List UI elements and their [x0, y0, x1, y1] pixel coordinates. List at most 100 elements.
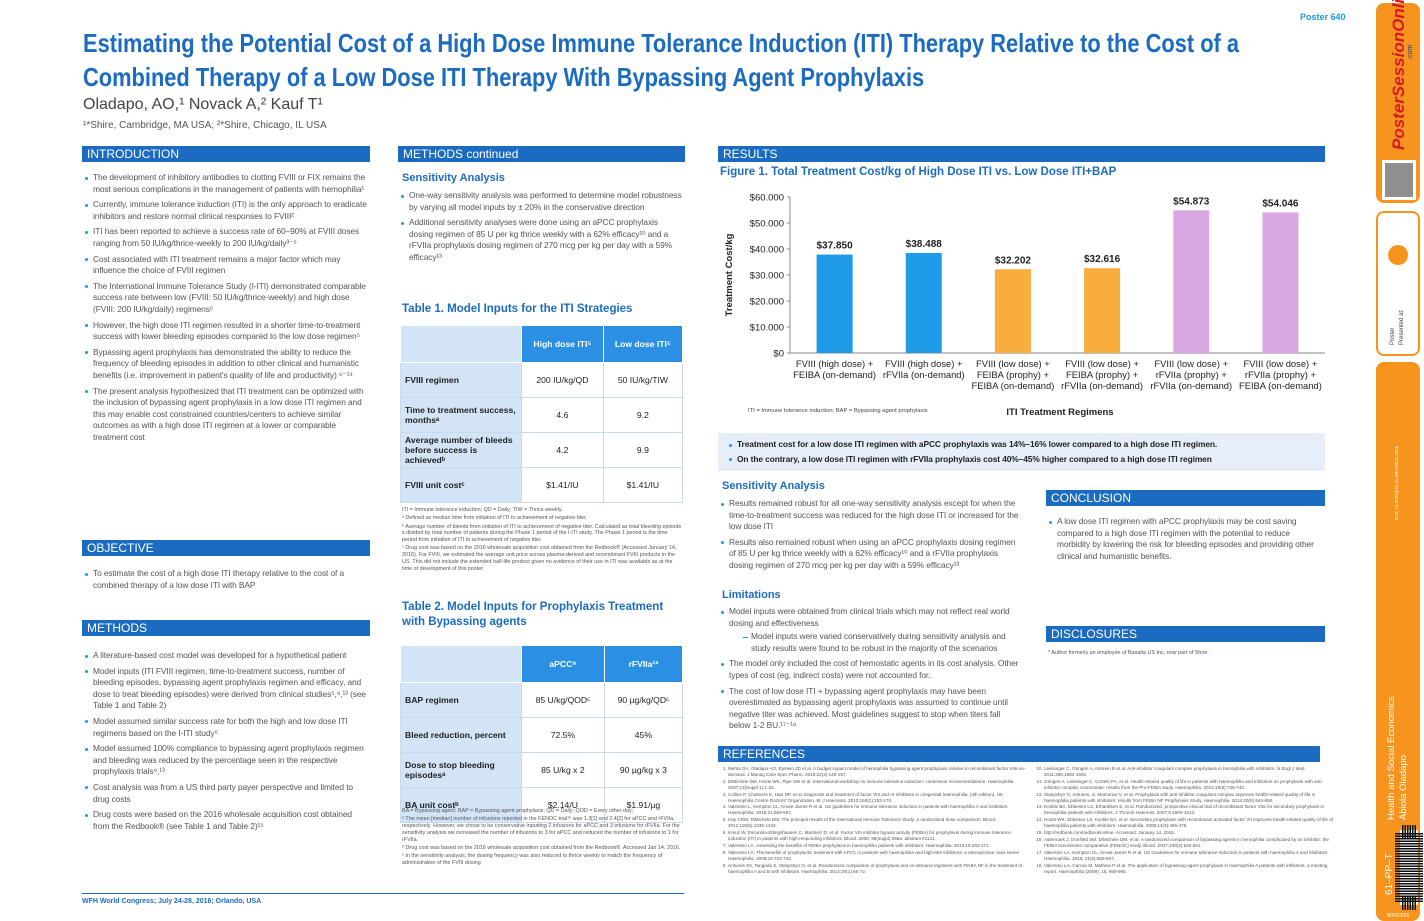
value-label: $54.046 — [1262, 198, 1299, 209]
table-row: Dose to stop bleeding episodesᵃ 85 U/kg x… — [400, 752, 684, 788]
bullet: Cost associated with ITI treatment remai… — [84, 254, 368, 277]
row-label: FVIII regimen — [400, 362, 522, 398]
presented-at: Presented at: — [1399, 309, 1405, 345]
bar — [905, 252, 942, 353]
doi: DOI: 10.3252/pso.eu.WFH2016.2016 — [1394, 445, 1399, 520]
key-findings: Treatment cost for a low dose ITI regime… — [718, 433, 1325, 471]
bullet: Additional sensitivity analyses were don… — [400, 217, 683, 263]
bullet: However, the high dose ITI regimen resul… — [84, 320, 368, 343]
bar — [994, 269, 1031, 353]
section-header: INTRODUCTION — [82, 146, 370, 162]
row-label: BA unit costᵇ — [400, 787, 522, 823]
conclusion-list: A low dose ITI regimen with aPCC prophyl… — [1048, 516, 1323, 566]
poster-number: Poster 640 — [1300, 12, 1346, 22]
bar — [1262, 212, 1299, 353]
objective-list: To estimate the cost of a high dose ITI … — [84, 568, 368, 595]
row-label: BAP regimen — [400, 682, 522, 718]
reference: Kreuz W, Escuriola-Ettingshausen C, Mart… — [728, 830, 1028, 842]
value-label: $54.873 — [1173, 196, 1210, 207]
column-header: rFVIIa¹³ — [603, 645, 684, 683]
table-cell: $1.41/IU — [521, 467, 604, 503]
bullet: The development of inhibitory antibodies… — [84, 172, 368, 195]
note-line: ᶜ In the sensitivity analysis, the dosin… — [402, 853, 663, 867]
corner-cell — [400, 645, 522, 683]
table-row: BAP regimen 85 U/kg/QODᶜ 90 µg/kg/QDᶜ — [400, 682, 684, 718]
key-list: Treatment cost for a low dose ITI regime… — [728, 439, 1315, 465]
value-label: $38.488 — [906, 239, 943, 250]
reference: Valentino LA, Carcao M, Mathew P et al. … — [1044, 863, 1334, 875]
sub-list: Model inputs were varied conservatively … — [729, 631, 1020, 654]
section-header: METHODS — [82, 620, 370, 636]
section-header: METHODS continued — [398, 146, 685, 162]
subheading: Limitations — [722, 589, 781, 601]
bullet: Cost analysis was from a US third party … — [84, 782, 368, 805]
logo-box — [1376, 3, 1420, 203]
section-header: OBJECTIVE — [82, 540, 370, 556]
value-label: $32.616 — [1084, 254, 1121, 265]
poster-code: 61–PP–T — [1384, 853, 1395, 895]
reference: Astermark J, Donfield SM, DiMichele DM, … — [1044, 837, 1334, 849]
presenter: Abiola Oladapo — [1398, 755, 1409, 820]
authors: Oladapo, AO,¹ Novack A,² Kauf T¹ — [83, 96, 323, 113]
table-cell: 9.2 — [602, 397, 684, 433]
value-label: $37.850 — [817, 241, 854, 252]
row-label: Dose to stop bleeding episodesᵃ — [400, 752, 522, 788]
event-logo — [1388, 245, 1408, 265]
bullet: Results remained robust for all one-way … — [720, 498, 1020, 533]
note-line: ᵇ Average number of bleeds from initiati… — [402, 523, 682, 544]
chart-container: Treatment Cost/kg ITI Treatment Regimens… — [718, 185, 1325, 425]
event-code: WFH2016 — [1387, 913, 1410, 919]
table-cell: 85 U/kg/QODᶜ — [521, 682, 605, 718]
references-left: Mehta DA, Oladapo AO, Epstein JD et al. … — [718, 766, 1028, 875]
bar — [1173, 210, 1210, 353]
y-tick-label: $40.000 — [750, 245, 784, 256]
header-row: aPCC⁹ rFVIIa¹³ — [400, 645, 684, 683]
table-row: FVIII unit costᶜ $1.41/IU $1.41/IU — [400, 467, 684, 503]
table-cell: 4.6 — [521, 397, 604, 433]
sensitivity-list: Results remained robust for all one-way … — [720, 498, 1020, 576]
table-notes: ITI = Immune tolerance induction; QD = D… — [402, 507, 682, 574]
disclosure-text: * Author formerly an employee of Baxalta… — [1048, 650, 1209, 656]
subheading: Sensitivity Analysis — [722, 480, 825, 492]
sub-bullet: Model inputs were varied conservatively … — [743, 631, 1020, 654]
footer: WFH World Congress; July 24-28, 2016; Or… — [82, 893, 684, 905]
column-header: Low dose ITI⁵ — [602, 325, 684, 363]
bullet: The present analysis hypothesized that I… — [84, 386, 368, 444]
reference: Valentino L, Kempton CL, Kruse-Jarres R … — [728, 804, 1028, 816]
bullet: Model inputs were obtained from clinical… — [720, 606, 1020, 654]
reference: Hay CRM, DiMichele DM. The principal res… — [728, 817, 1028, 829]
bullet: Model inputs (ITI FVIII regimen, time-to… — [84, 666, 368, 712]
corner-cell — [400, 325, 522, 363]
y-tick-label: $0 — [773, 349, 784, 360]
chart: Treatment Cost/kg ITI Treatment Regimens… — [724, 193, 1325, 418]
methods-list: A literature-based cost model was develo… — [84, 650, 368, 836]
table-cell: $1.41/IU — [602, 467, 684, 503]
reference: Mehta DA, Oladapo AO, Epstein JD et al. … — [728, 766, 1028, 778]
section-header: CONCLUSION — [1046, 490, 1325, 506]
logo-text: PosterSessionOnline — [1389, 0, 1408, 150]
row-label: Time to treatment success, monthsᵃ — [400, 397, 522, 433]
bullet: Bypassing agent prophylaxis has demonstr… — [84, 347, 368, 382]
note-line: ᵃ The mean [median] number of infusions … — [402, 816, 680, 843]
row-label: Bleed reduction, percent — [400, 717, 522, 753]
bullet-text: The model only included the cost of hemo… — [729, 658, 1019, 680]
bar — [1084, 268, 1121, 353]
logo-suffix: .com — [1407, 45, 1414, 60]
qr-pattern — [1385, 163, 1413, 197]
table-cell: $2.14/U — [521, 787, 605, 823]
reference: Konkle BA, Ebbesen LS, Erhardtsen E, et … — [1044, 804, 1334, 816]
presented-type: Poster — [1390, 328, 1396, 345]
table-cell: 50 IU/kg/TIW — [602, 362, 684, 398]
bullet: Drug costs were based on the 2016 wholes… — [84, 809, 368, 832]
y-axis-title: Treatment Cost/kg — [724, 233, 735, 316]
note-line: ᶜ Drug cost was based on the 2016 wholes… — [402, 545, 677, 572]
table-cell: 90 µg/kg x 3 — [603, 752, 684, 788]
table-title: Table 1. Model Inputs for the ITI Strate… — [402, 303, 633, 315]
reference: Hoots WK, Ebbesen LS, Konkle BA, et al. … — [1044, 817, 1334, 829]
bullet: The cost of low dose ITI + bypassing age… — [720, 686, 1020, 732]
bullet: A low dose ITI regimen with aPCC prophyl… — [1048, 516, 1323, 562]
figure-title: Figure 1. Total Treatment Cost/kg of Hig… — [720, 166, 1117, 178]
note-line: ITI = Immune tolerance induction; QD = D… — [402, 507, 563, 513]
table: High dose ITI⁵ Low dose ITI⁵ FVIII regimen… — [400, 325, 684, 503]
